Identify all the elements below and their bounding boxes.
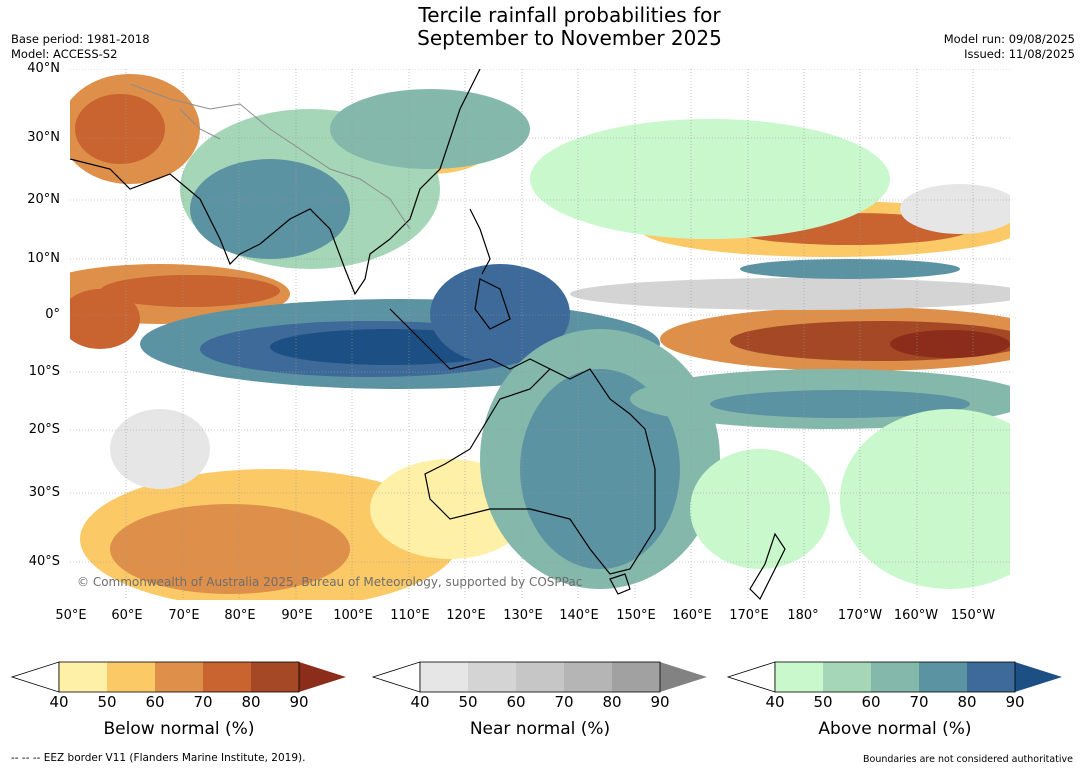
borders <box>129 83 411 230</box>
near-tick-50: 50 <box>458 693 478 711</box>
coastlines <box>70 69 786 600</box>
eez-border-note: -- -- -- EEZ border V11 (Flanders Marine… <box>11 752 306 764</box>
below-swatch-3 <box>155 662 203 692</box>
near-swatch-1 <box>420 662 468 692</box>
lon-label-140e: 140°E <box>559 608 599 623</box>
lat-label-20s: 20°S <box>28 422 60 437</box>
below-normal-label: Below normal (%) <box>103 719 255 739</box>
below-tick-90: 90 <box>289 693 309 711</box>
lon-label-80e: 80°E <box>224 608 256 623</box>
lon-label-120e: 120°E <box>446 608 486 623</box>
colorbars <box>10 661 1062 693</box>
lon-label-100e: 100°E <box>333 608 373 623</box>
above-tick-60: 60 <box>861 693 881 711</box>
near-swatch-2 <box>468 662 516 692</box>
near-swatch-3 <box>516 662 564 692</box>
above-swatch-1 <box>775 662 823 692</box>
lon-label-70e: 70°E <box>168 608 200 623</box>
near-swatch-5 <box>612 662 660 692</box>
lon-label-110e: 110°E <box>390 608 430 623</box>
map-title: Tercile rainfall probabilities for Septe… <box>0 4 1085 50</box>
lon-label-130e: 130°E <box>503 608 543 623</box>
above-tick-90: 90 <box>1005 693 1025 711</box>
near-tick-80: 80 <box>602 693 622 711</box>
below-swatch-4 <box>203 662 251 692</box>
issued-date: Issued: 11/08/2025 <box>964 47 1075 61</box>
near-tick-40: 40 <box>410 693 430 711</box>
probability-map: © Commonwealth of Australia 2025, Bureau… <box>70 69 1010 600</box>
run-info: Model run: 09/08/2025 Issued: 11/08/2025 <box>944 32 1075 62</box>
copyright-notice: © Commonwealth of Australia 2025, Bureau… <box>77 575 582 589</box>
title-line-2: September to November 2025 <box>417 26 722 50</box>
above-swatch-3 <box>871 662 919 692</box>
lat-label-10s: 10°S <box>28 364 60 379</box>
near-normal-label: Near normal (%) <box>469 719 611 739</box>
lon-label-60e: 60°E <box>111 608 143 623</box>
lat-label-30s: 30°S <box>28 485 60 500</box>
near-swatch-6 <box>660 662 707 692</box>
above-tick-40: 40 <box>765 693 785 711</box>
below-swatch-2 <box>107 662 155 692</box>
below-tick-80: 80 <box>241 693 261 711</box>
colorbar-above-normal <box>726 661 1062 693</box>
below-tick-60: 60 <box>145 693 165 711</box>
near-swatch-4 <box>564 662 612 692</box>
below-swatch-5 <box>251 662 299 692</box>
above-swatch-6 <box>1015 662 1062 692</box>
lat-label-40s: 40°S <box>28 554 60 569</box>
below-tick-40: 40 <box>49 693 69 711</box>
graticule <box>70 69 1010 600</box>
model-name: Model: ACCESS-S2 <box>11 47 118 61</box>
near-tick-90: 90 <box>650 693 670 711</box>
lon-label-160w: 160°W <box>893 608 939 623</box>
below-tick-50: 50 <box>97 693 117 711</box>
near-tick-60: 60 <box>506 693 526 711</box>
probability-fields <box>70 74 1010 600</box>
title-line-1: Tercile rainfall probabilities for <box>418 3 721 27</box>
below-swatch-1 <box>59 662 107 692</box>
above-normal-label: Above normal (%) <box>818 719 972 739</box>
below-swatch-6 <box>299 662 346 692</box>
lon-label-150w: 150°W <box>950 608 996 623</box>
lon-label-180: 180° <box>787 608 819 623</box>
lon-label-170w: 170°W <box>837 608 883 623</box>
colorbar-near-normal <box>371 661 707 693</box>
lon-label-50e: 50°E <box>55 608 87 623</box>
boundaries-disclaimer: Boundaries are not considered authoritat… <box>863 754 1073 765</box>
lat-label-20n: 20°N <box>27 192 60 207</box>
base-period: Base period: 1981-2018 <box>11 32 150 46</box>
below-tick-70: 70 <box>193 693 213 711</box>
lat-label-10n: 10°N <box>27 251 60 266</box>
lat-label-0: 0° <box>45 307 60 322</box>
model-info: Base period: 1981-2018 Model: ACCESS-S2 <box>11 32 150 62</box>
above-tick-80: 80 <box>957 693 977 711</box>
lon-label-160e: 160°E <box>672 608 712 623</box>
model-run-date: Model run: 09/08/2025 <box>943 32 1075 46</box>
above-swatch-4 <box>919 662 967 692</box>
above-tick-50: 50 <box>813 693 833 711</box>
lon-label-90e: 90°E <box>281 608 313 623</box>
lat-label-30n: 30°N <box>27 130 60 145</box>
near-tick-70: 70 <box>554 693 574 711</box>
above-swatch-5 <box>967 662 1015 692</box>
colorbar-below-normal <box>10 661 346 693</box>
lon-label-150e: 150°E <box>616 608 656 623</box>
above-tick-70: 70 <box>909 693 929 711</box>
above-swatch-2 <box>823 662 871 692</box>
lon-label-170e: 170°E <box>729 608 769 623</box>
lat-label-40n: 40°N <box>27 61 60 76</box>
